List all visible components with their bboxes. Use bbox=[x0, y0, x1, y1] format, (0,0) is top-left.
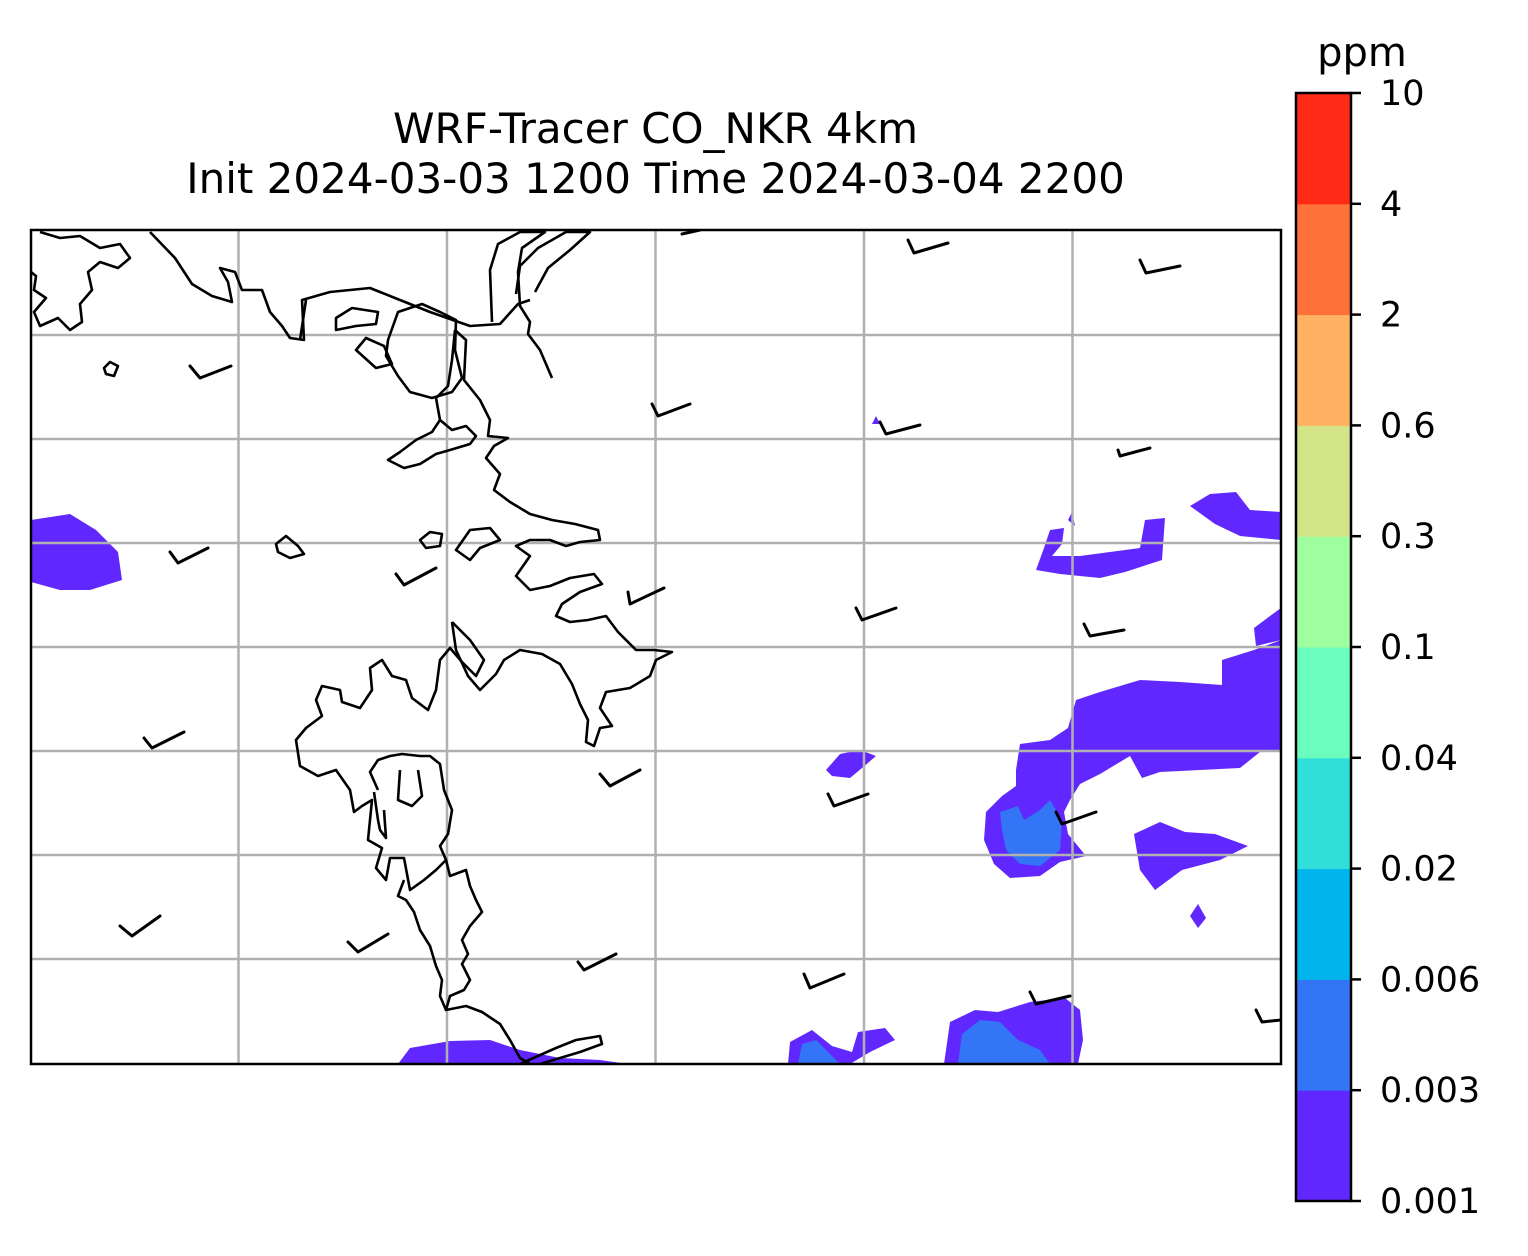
colorbar-tick-label: 0.3 bbox=[1380, 517, 1436, 557]
wind-barb bbox=[1116, 446, 1152, 458]
colorbar-segment bbox=[1296, 979, 1351, 1091]
wind-barb bbox=[394, 566, 438, 587]
coastline-delta bbox=[294, 621, 486, 892]
colorbar-segment bbox=[1296, 647, 1351, 759]
coastline-channel-2 bbox=[514, 230, 592, 295]
coastline-island-small-1 bbox=[354, 336, 394, 370]
coastline-south bbox=[444, 859, 531, 1064]
field-patch-south-east-inner bbox=[958, 1020, 1050, 1064]
colorbar-tick-label: 10 bbox=[1380, 74, 1425, 114]
wind-barb bbox=[1054, 810, 1098, 826]
wind-barbs bbox=[118, 230, 1281, 1024]
field-patch-east-small bbox=[1190, 904, 1206, 928]
wind-barb bbox=[878, 420, 922, 436]
wind-barb bbox=[1082, 622, 1126, 638]
coastline-river-2 bbox=[386, 329, 478, 470]
coastline-river bbox=[450, 329, 674, 748]
colorbar-tick-label: 0.1 bbox=[1380, 628, 1436, 668]
field-patch-east-edge bbox=[1254, 608, 1281, 646]
wind-barb bbox=[168, 546, 210, 565]
colorbar-tick-label: 0.04 bbox=[1380, 739, 1458, 779]
colorbar-segment bbox=[1296, 757, 1351, 870]
field-patch-northeast bbox=[1036, 518, 1165, 578]
coastline-south-spit bbox=[519, 1034, 604, 1064]
title-line-2: Init 2024-03-03 1200 Time 2024-03-04 220… bbox=[186, 154, 1125, 203]
wind-barb bbox=[906, 238, 950, 255]
colorbar-segment bbox=[1296, 93, 1351, 205]
coastline-island-small-2 bbox=[102, 360, 120, 378]
coastline-north bbox=[31, 230, 132, 332]
colorbar-ticks: 0.001 0.003 0.006 0.02 0.04 0.1 0.3 0.6 2 4 10 bbox=[1351, 74, 1480, 1222]
colorbar-tick-label: 2 bbox=[1380, 296, 1402, 336]
coastline-island-a bbox=[418, 530, 444, 550]
field-speck-2 bbox=[872, 416, 880, 424]
coastline-island-c bbox=[454, 526, 502, 562]
colorbar-tick-label: 0.001 bbox=[1380, 1182, 1480, 1222]
colorbar-units-label: ppm bbox=[1317, 30, 1407, 76]
colorbar-segment bbox=[1296, 1090, 1351, 1202]
wind-barb bbox=[346, 932, 390, 954]
field-patch-northeast-2 bbox=[1190, 492, 1281, 540]
wind-barb bbox=[802, 972, 846, 990]
colorbar-segment bbox=[1296, 536, 1351, 648]
coastline-south-west bbox=[396, 879, 448, 1011]
wind-barb bbox=[626, 586, 666, 606]
coastline-peninsula bbox=[298, 299, 464, 400]
map-title: WRF-Tracer CO_NKR 4km Init 2024-03-03 12… bbox=[30, 104, 1281, 204]
field-patch-south-mid-inner bbox=[798, 1040, 840, 1064]
title-line-1: WRF-Tracer CO_NKR 4km bbox=[392, 104, 919, 153]
wind-barb bbox=[118, 914, 162, 938]
wind-barb bbox=[826, 792, 870, 808]
coastline-island-b bbox=[274, 534, 306, 560]
colorbar-tick-label: 0.006 bbox=[1380, 960, 1480, 1000]
coastline-inlet-1 bbox=[372, 791, 388, 840]
wind-barb bbox=[1138, 258, 1182, 275]
colorbar-segment bbox=[1296, 868, 1351, 980]
colorbar-segment bbox=[1296, 314, 1351, 426]
wind-barb bbox=[650, 402, 692, 418]
coastlines bbox=[31, 230, 674, 1064]
wind-barb bbox=[576, 952, 618, 972]
wind-barb bbox=[1254, 1008, 1281, 1024]
map-panel bbox=[29, 228, 1283, 1066]
field-patch-west bbox=[31, 514, 122, 590]
wind-barb bbox=[1028, 990, 1072, 1006]
gridlines bbox=[31, 230, 1281, 1064]
map-frame bbox=[29, 228, 1283, 1066]
colorbar-tick-label: 0.003 bbox=[1380, 1071, 1480, 1111]
colorbar: ppm 0.001 0.003 0.006 0.02 0.04 0.1 0.3 0.6 2 4 10 bbox=[1294, 30, 1480, 1222]
wind-barb bbox=[598, 768, 642, 788]
colorbar-segment bbox=[1296, 203, 1351, 316]
coastline-bay-inner bbox=[334, 306, 380, 332]
colorbar-segments bbox=[1296, 93, 1351, 1202]
coastline-channel bbox=[488, 230, 554, 379]
colorbar-tick-label: 4 bbox=[1380, 185, 1402, 225]
coastline-north-2 bbox=[149, 231, 531, 342]
field-patch-east-inner bbox=[1000, 800, 1062, 866]
colorbar-tick-label: 0.02 bbox=[1380, 850, 1458, 890]
coastline-inlet-2 bbox=[396, 769, 424, 808]
colorbar-tick-label: 0.6 bbox=[1380, 406, 1436, 446]
wind-barb bbox=[188, 364, 233, 380]
field-patch-south-center bbox=[398, 1040, 628, 1064]
wind-barb bbox=[854, 606, 898, 622]
colorbar-segment bbox=[1296, 425, 1351, 537]
wind-barb bbox=[142, 730, 186, 750]
